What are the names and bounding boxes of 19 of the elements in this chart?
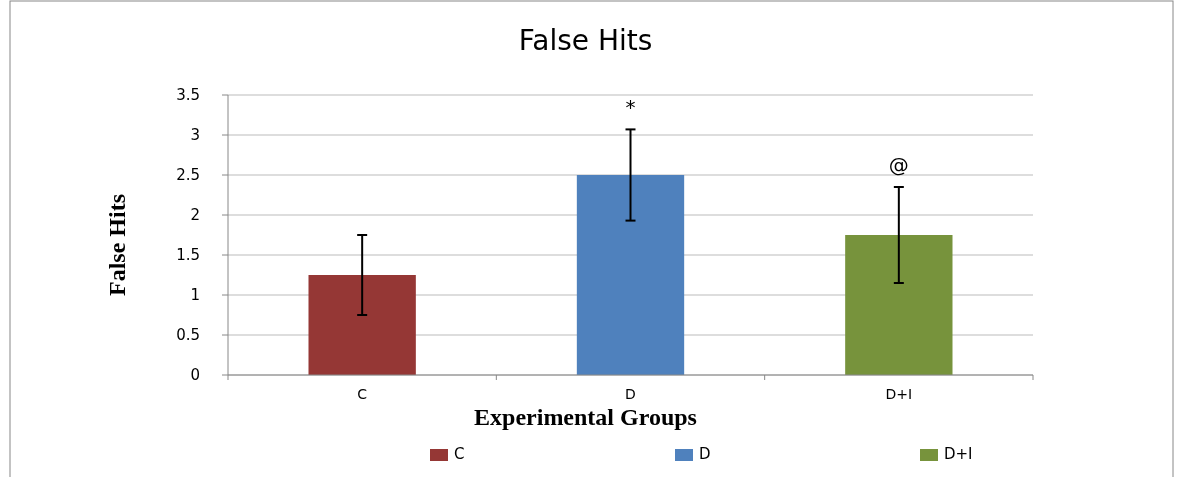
y-tick-label: 2.5 [176, 166, 200, 185]
annotation: @ [888, 153, 909, 177]
y-tick-label: 0.5 [176, 326, 200, 345]
x-tick-label: C [357, 386, 368, 402]
y-tick-label: 2 [190, 206, 200, 225]
legend-label: C [454, 444, 465, 463]
y-axis-title: False Hits [104, 194, 130, 296]
x-axis-title: Experimental Groups [474, 404, 697, 430]
legend-label: D [699, 444, 711, 463]
legend-label: D+I [944, 444, 973, 463]
chart-title: False Hits [518, 24, 653, 57]
annotation: * [625, 95, 636, 120]
x-tick-label: D [625, 386, 636, 402]
y-tick-label: 1.5 [176, 246, 200, 265]
y-tick-label: 0 [190, 366, 200, 385]
y-tick-label: 1 [190, 286, 200, 305]
x-tick-label: D+I [885, 386, 913, 402]
y-tick-label: 3 [190, 126, 200, 145]
y-tick-label: 3.5 [176, 86, 200, 105]
